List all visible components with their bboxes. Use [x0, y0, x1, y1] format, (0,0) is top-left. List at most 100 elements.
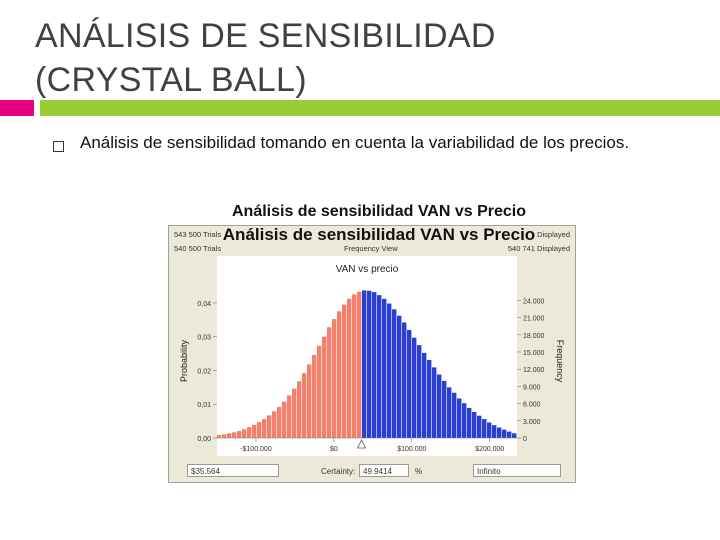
histogram-bar	[467, 407, 472, 438]
histogram-bar	[242, 429, 247, 438]
slide-title-line1: ANÁLISIS DE SENSIBILIDAD	[35, 17, 496, 55]
histogram-bar	[452, 392, 457, 438]
bullet-square-icon	[53, 141, 64, 152]
percent-label: %	[415, 467, 423, 476]
histogram-bar	[277, 406, 282, 438]
histogram-bar	[362, 290, 367, 438]
histogram-bar	[372, 292, 377, 438]
right-tick-label: 18.000	[523, 333, 545, 340]
x-tick-label: $100.000	[397, 446, 426, 453]
histogram-bar	[347, 298, 352, 438]
trials-label-2: 540 500 Trials	[174, 244, 222, 253]
right-tick-label: 0	[523, 436, 527, 443]
histogram-bar	[402, 322, 407, 438]
histogram-bar	[217, 434, 222, 438]
frequency-chart: VAN vs precio Probability Frequency 0,00…	[179, 256, 565, 456]
histogram-bar	[502, 429, 507, 438]
histogram-bar	[332, 319, 337, 438]
crystal-ball-forecast-window: 543 500 Trials Displayed 540 500 Trials …	[168, 225, 576, 483]
histogram-bar	[442, 380, 447, 438]
histogram-bar	[477, 415, 482, 438]
x-tick-label: $200.000	[475, 446, 504, 453]
window-header-row-2: 540 500 Trials Frequency View 540 741 Di…	[174, 244, 570, 254]
histogram-bar	[512, 433, 517, 438]
accent-bar-green	[40, 100, 720, 116]
histogram-bar	[447, 387, 452, 438]
right-axis-ticks: 0 3.000 6.000 9.000 12.000 15.000 18.000 21.000…	[517, 298, 545, 443]
histogram-bar	[257, 422, 262, 438]
histogram-bar	[262, 419, 267, 438]
histogram-bar	[462, 403, 467, 438]
right-tick-label: 24.000	[523, 298, 545, 305]
left-tick-label: 0,04	[197, 301, 211, 308]
status-bar: $35.564 Certainty: 49.9414 % Infinito	[169, 460, 575, 482]
right-tick-label: 3.000	[523, 419, 541, 426]
histogram-bar	[337, 311, 342, 438]
histogram-bar	[367, 290, 372, 438]
histogram-bar	[407, 329, 412, 438]
left-axis-ticks: 0,00 0,01 0,02 0,03 0,04	[197, 301, 217, 443]
left-tick-label: 0,03	[197, 335, 211, 342]
histogram-bar	[292, 388, 297, 438]
left-tick-label: 0,00	[197, 436, 211, 443]
histogram-bar	[327, 327, 332, 438]
right-tick-label: 15.000	[523, 350, 545, 357]
right-range-field[interactable]: Infinito	[473, 464, 561, 477]
x-tick-label: $0	[330, 446, 338, 453]
histogram-bar	[287, 395, 292, 438]
histogram-bar	[392, 309, 397, 438]
histogram-bar	[267, 415, 272, 438]
histogram-bar	[457, 398, 462, 438]
x-tick-label: -$100.000	[240, 446, 272, 453]
histogram-bar	[432, 367, 437, 438]
histogram-bar	[322, 336, 327, 438]
histogram-bar	[252, 424, 257, 438]
left-tick-label: 0,01	[197, 402, 211, 409]
histogram-bar	[352, 294, 357, 438]
histogram-bar	[307, 364, 312, 438]
right-tick-label: 9.000	[523, 384, 541, 391]
chart-title: VAN vs precio	[336, 264, 399, 275]
left-range-field[interactable]: $35.564	[187, 464, 279, 477]
histogram-bar	[412, 337, 417, 438]
trials-label: 543 500 Trials	[174, 230, 222, 239]
histogram-bar	[377, 295, 382, 438]
histogram-bars	[217, 290, 517, 438]
bullet-text: Análisis de sensibilidad tomando en cuen…	[80, 133, 630, 152]
y-axis-label-frequency: Frequency	[555, 340, 565, 383]
histogram-bar	[422, 352, 427, 438]
histogram-bar	[397, 315, 402, 438]
histogram-bar	[272, 411, 277, 438]
left-tick-label: 0,02	[197, 368, 211, 375]
right-tick-label: 12.000	[523, 367, 545, 374]
slide-title: ANÁLISIS DE SENSIBILIDAD (CRYSTAL BALL)	[35, 14, 655, 102]
displayed-label: Displayed	[537, 230, 570, 239]
histogram-bar	[437, 374, 442, 438]
histogram-bar	[487, 422, 492, 438]
certainty-field[interactable]: 49.9414	[359, 464, 409, 477]
histogram-bar	[357, 291, 362, 438]
histogram-bar	[382, 298, 387, 438]
histogram-bar	[237, 430, 242, 438]
figure-caption-overlay: Análisis de sensibilidad VAN vs Precio	[222, 225, 536, 244]
histogram-bar	[282, 401, 287, 438]
right-tick-label: 21.000	[523, 316, 545, 323]
view-label: Frequency View	[344, 244, 398, 253]
displayed-count-label: 540 741 Displayed	[507, 244, 570, 253]
histogram-bar	[507, 431, 512, 438]
certainty-label: Certainty:	[321, 467, 356, 476]
right-tick-label: 6.000	[523, 402, 541, 409]
histogram-bar	[427, 359, 432, 438]
histogram-bar	[302, 373, 307, 438]
histogram-bar	[387, 303, 392, 438]
y-axis-label-probability: Probability	[179, 339, 189, 382]
histogram-bar	[312, 354, 317, 438]
histogram-bar	[342, 304, 347, 438]
histogram-bar	[497, 427, 502, 438]
histogram-bar	[227, 433, 232, 438]
histogram-bar	[247, 427, 252, 438]
histogram-bar	[482, 419, 487, 438]
certainty-split-marker[interactable]	[356, 439, 367, 449]
histogram-bar	[417, 345, 422, 438]
accent-bar-pink	[0, 100, 34, 116]
